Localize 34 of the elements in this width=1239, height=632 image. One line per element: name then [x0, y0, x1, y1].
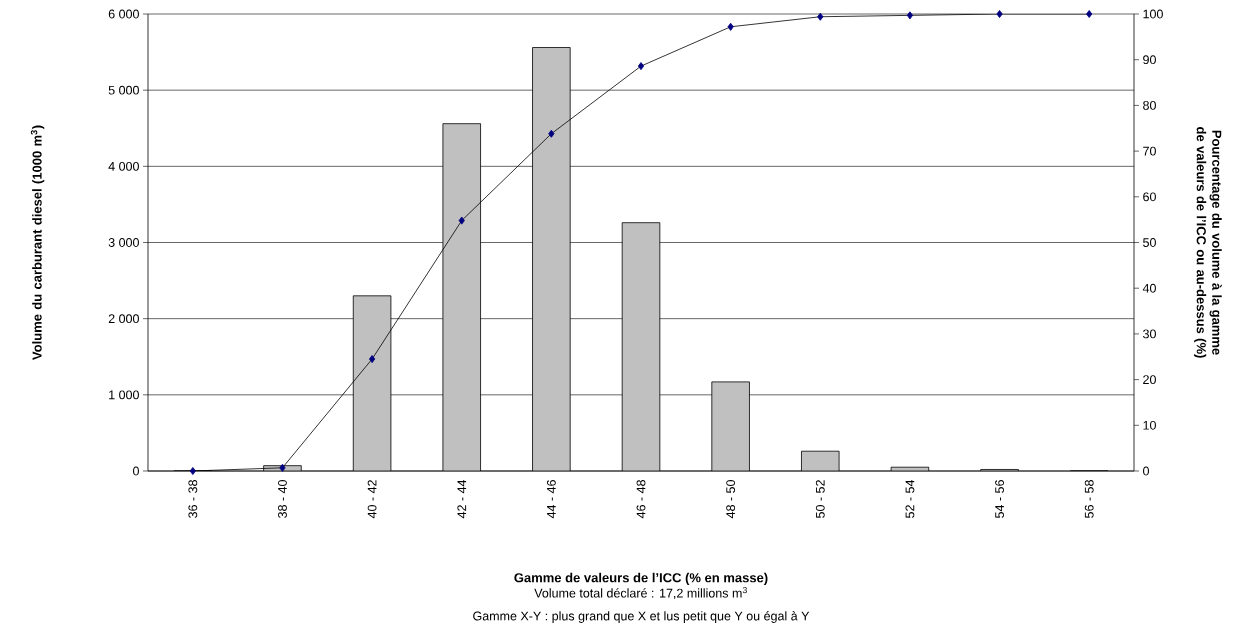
- x-tick-label: 54 - 56: [995, 480, 1004, 518]
- x-tick-label: 40 - 42: [367, 480, 377, 519]
- x-axis-title: Gamme de valeurs de l’ICC (% en masse): [514, 572, 768, 585]
- y2-tick-label: 10: [1143, 420, 1156, 430]
- y-axis-title: Volume du carburant diesel (1000 m$^{3}$): [30, 125, 45, 360]
- y2-tick-label: 20: [1143, 375, 1156, 385]
- y-tick-label: 6 000: [108, 9, 139, 19]
- x-tick-label: 36 - 38: [188, 480, 198, 518]
- y2-axis-title: Pourcentage du volume à la gamme de valeurs de l’ICC ou au-dessus (%): [1194, 127, 1222, 358]
- x-tick-label: 46 - 48: [636, 480, 646, 519]
- y2-tick-label: 40: [1142, 283, 1156, 293]
- y-tick-label: 4 000: [108, 161, 139, 171]
- y2-tick-label: 60: [1143, 192, 1156, 202]
- y-tick-label: 1 000: [109, 390, 139, 400]
- y-tick-label: 3 000: [108, 238, 139, 247]
- x-tick-label: 38 - 40: [278, 480, 287, 518]
- y2-tick-label: 50: [1143, 238, 1156, 247]
- x-tick-label: 44 - 46: [546, 480, 556, 519]
- x-tick-label: 48 - 50: [726, 480, 736, 519]
- text: Gamme X-Y : plus grand que X et lus petit que Y ou égal à Y: [473, 611, 810, 623]
- y2-tick-label: 100: [1143, 9, 1163, 19]
- x-tick-label: 52 - 54: [905, 479, 915, 518]
- y2-tick-label: 80: [1143, 100, 1156, 110]
- y-tick-label: 2 000: [108, 314, 139, 324]
- text: Volume total déclaré : 17,2 millions m$^{3}$: [534, 586, 747, 600]
- y2-tick-label: 70: [1143, 146, 1156, 156]
- x-tick-label: 42 - 44: [457, 479, 467, 519]
- x-tick-label: 50 - 52: [815, 480, 825, 518]
- x-tick-label: 56 - 58: [1084, 480, 1094, 518]
- y-tick-label: 5 000: [108, 85, 139, 95]
- y2-tick-label: 30: [1143, 329, 1156, 339]
- y2-tick-label: 0: [1143, 466, 1149, 476]
- y-tick-label: 0: [133, 466, 139, 476]
- y2-tick-label: 90: [1143, 55, 1156, 65]
